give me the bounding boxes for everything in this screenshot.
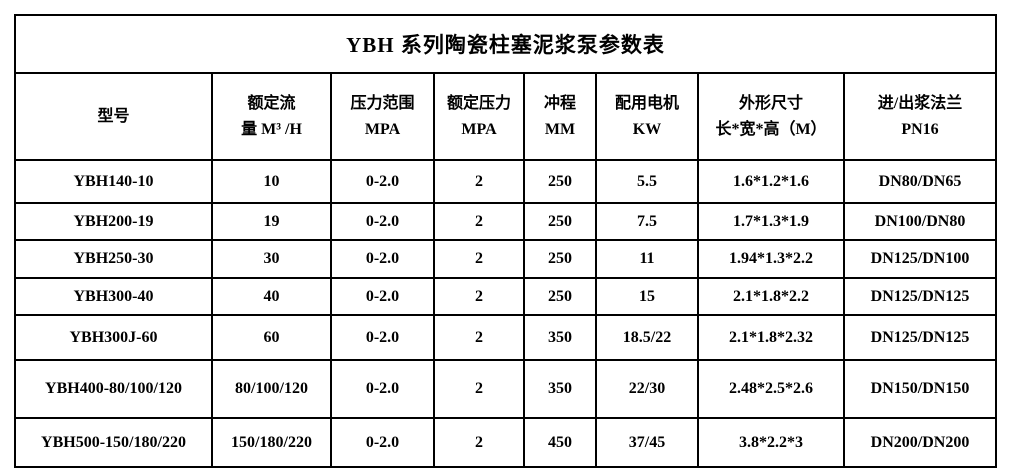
table-cell: YBH300J-60 — [14, 314, 213, 361]
column-header-line1: 额定流 — [247, 94, 296, 112]
column-header-dimensions: 外形尺寸 长*宽*高（M） — [697, 72, 845, 161]
table-cell: 3.8*2.2*3 — [697, 417, 845, 468]
table-cell: 0-2.0 — [330, 239, 435, 279]
table-cell: DN125/DN100 — [842, 239, 998, 279]
column-header-line2: 长*宽*高（M） — [715, 120, 827, 138]
table-cell: 1.7*1.3*1.9 — [697, 202, 845, 241]
table-title: YBH 系列陶瓷柱塞泥浆泵参数表 — [13, 14, 998, 74]
table-cell: 0-2.0 — [330, 277, 435, 316]
table-cell: 2 — [433, 239, 525, 279]
table-cell: 18.5/22 — [595, 314, 699, 361]
table-cell: 0-2.0 — [330, 202, 435, 241]
table-row: YBH300J-60 60 0-2.0 2 350 18.5/22 2.1*1.8*2.32… — [14, 314, 998, 361]
column-header-line1: 配用电机 — [614, 94, 679, 112]
column-header-line2: MPA — [461, 120, 497, 138]
column-header-line1: 外形尺寸 — [738, 94, 803, 112]
table-cell: DN100/DN80 — [842, 202, 998, 241]
column-header-line2: KW — [632, 120, 662, 138]
table-cell: 2.48*2.5*2.6 — [697, 359, 845, 419]
column-header-line2: PN16 — [901, 120, 939, 138]
table-cell: 150/180/220 — [211, 417, 332, 468]
table-cell: 2.1*1.8*2.2 — [697, 277, 845, 316]
table-cell: 350 — [523, 359, 597, 419]
table-cell: 10 — [211, 159, 332, 204]
table-cell: 350 — [523, 314, 597, 361]
table-cell: 250 — [523, 239, 597, 279]
table-cell: 250 — [523, 159, 597, 204]
table-cell: 2 — [433, 159, 525, 204]
table-cell: YBH250-30 — [14, 239, 213, 279]
column-header-line2: MPA — [364, 120, 401, 138]
table-row: YBH300-40 40 0-2.0 2 250 15 2.1*1.8*2.2 DN125/D… — [14, 277, 998, 316]
table-cell: YBH500-150/180/220 — [14, 417, 213, 468]
table-cell: 1.6*1.2*1.6 — [697, 159, 845, 204]
column-header-motor: 配用电机 KW — [595, 72, 699, 161]
pump-spec-table: YBH 系列陶瓷柱塞泥浆泵参数表 型号 额定流 量 M³ /H 压力范围 MPA… — [13, 14, 998, 468]
table-row: YBH200-19 19 0-2.0 2 250 7.5 1.7*1.3*1.9 DN100/… — [14, 202, 998, 241]
table-cell: 450 — [523, 417, 597, 468]
table-cell: DN125/DN125 — [842, 277, 998, 316]
table-cell: YBH200-19 — [14, 202, 213, 241]
table-cell: YBH140-10 — [14, 159, 213, 204]
column-header-line2: 量 M³ /H — [241, 120, 302, 138]
table-cell: 15 — [595, 277, 699, 316]
table-cell: 7.5 — [595, 202, 699, 241]
table-cell: 250 — [523, 277, 597, 316]
column-header-line1: 进/出浆法兰 — [877, 94, 963, 112]
table-cell: 60 — [211, 314, 332, 361]
table-cell: DN200/DN200 — [842, 417, 998, 468]
table-cell: 2 — [433, 277, 525, 316]
table-row: YBH400-80/100/120 80/100/120 0-2.0 2 350 22/3… — [14, 359, 998, 419]
table-cell: 11 — [595, 239, 699, 279]
table-row: YBH250-30 30 0-2.0 2 250 11 1.94*1.3*2.2 DN125/… — [14, 239, 998, 279]
table-cell: 0-2.0 — [330, 159, 435, 204]
title-row: YBH 系列陶瓷柱塞泥浆泵参数表 — [13, 14, 998, 74]
table-cell: 2.1*1.8*2.32 — [697, 314, 845, 361]
table-cell: 0-2.0 — [330, 417, 435, 468]
column-header-line1: 冲程 — [543, 94, 576, 112]
column-header-rated-flow: 额定流 量 M³ /H — [211, 72, 332, 161]
column-header-rated-pressure: 额定压力 MPA — [433, 72, 525, 161]
table-cell: 2 — [433, 417, 525, 468]
column-header-stroke: 冲程 MM — [523, 72, 597, 161]
table-cell: 0-2.0 — [330, 359, 435, 419]
table-cell: 2 — [433, 314, 525, 361]
table-cell: DN80/DN65 — [842, 159, 998, 204]
table-row: YBH140-10 10 0-2.0 2 250 5.5 1.6*1.2*1.6 DN80/D… — [14, 159, 998, 204]
table-cell: 0-2.0 — [330, 314, 435, 361]
table-cell: 5.5 — [595, 159, 699, 204]
table-cell: 19 — [211, 202, 332, 241]
table-body: YBH140-10 10 0-2.0 2 250 5.5 1.6*1.2*1.6 DN80/D… — [14, 159, 998, 468]
header-row: 型号 额定流 量 M³ /H 压力范围 MPA 额定压力 MPA 冲程 M — [14, 72, 998, 161]
table-cell: 80/100/120 — [211, 359, 332, 419]
column-header-pressure-range: 压力范围 MPA — [330, 72, 435, 161]
table-cell: 22/30 — [595, 359, 699, 419]
table-row: YBH500-150/180/220 150/180/220 0-2.0 2 450 37… — [14, 417, 998, 468]
column-header-flange: 进/出浆法兰 PN16 — [842, 72, 998, 161]
table-cell: 40 — [211, 277, 332, 316]
table-cell: YBH300-40 — [14, 277, 213, 316]
column-header-line1: 额定压力 — [446, 94, 511, 112]
column-header-model: 型号 — [14, 72, 213, 161]
table-cell: 2 — [433, 359, 525, 419]
column-header-line1: 压力范围 — [350, 94, 415, 112]
table-cell: DN125/DN125 — [842, 314, 998, 361]
column-header-line1: 型号 — [97, 107, 130, 125]
table-cell: YBH400-80/100/120 — [14, 359, 213, 419]
table-cell: 250 — [523, 202, 597, 241]
table-cell: 1.94*1.3*2.2 — [697, 239, 845, 279]
column-header-line2: MM — [544, 120, 576, 138]
table-cell: 2 — [433, 202, 525, 241]
table-cell: 30 — [211, 239, 332, 279]
table-cell: DN150/DN150 — [842, 359, 998, 419]
table-cell: 37/45 — [595, 417, 699, 468]
